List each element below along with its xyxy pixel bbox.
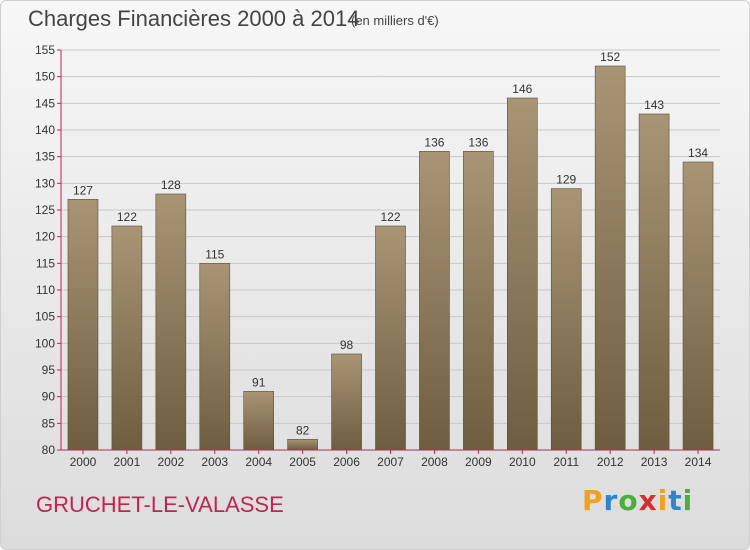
y-tick-label: 130 (35, 176, 55, 190)
y-axis-ticks: 80 85 90 95 100 105 110 115 120 125 130 135 140 145 15… (35, 43, 61, 457)
y-tick-label: 150 (35, 70, 55, 84)
data-label-2001: 122 (117, 210, 137, 224)
logo-letter: i (657, 484, 669, 517)
bar-2003[interactable] (199, 263, 231, 451)
data-label-2002: 128 (161, 178, 181, 192)
data-label-2006: 98 (340, 338, 354, 352)
data-labels: 127 122 128 115 91 82 98 122 136 136 146 129 152 143 1… (73, 50, 708, 437)
y-tick-label: 140 (35, 123, 55, 137)
y-tick-label: 85 (42, 416, 56, 430)
data-label-2005: 82 (296, 423, 310, 437)
x-tick-label: 2011 (553, 455, 579, 469)
y-tick-label: 90 (42, 390, 56, 404)
y-tick-label: 120 (35, 230, 55, 244)
x-axis-ticks: 2000 2001 2002 2003 2004 2005 2006 2007 2008 2009… (70, 450, 712, 469)
logo-letter: x (638, 484, 658, 517)
data-label-2009: 136 (468, 135, 488, 149)
x-tick-label: 2003 (201, 455, 228, 469)
x-tick-label: 2001 (114, 455, 141, 469)
bars (67, 65, 714, 451)
y-tick-label: 100 (35, 336, 55, 350)
logo-letter: t (668, 484, 683, 517)
chart-subtitle: (en milliers d'€) (351, 13, 439, 28)
proxiti-logo[interactable]: Proxiti (582, 484, 693, 517)
bar-2008[interactable] (419, 151, 450, 451)
bar-2005[interactable] (287, 439, 318, 451)
y-tick-label: 80 (42, 443, 56, 457)
x-tick-label: 2009 (465, 455, 492, 469)
y-tick-label: 110 (36, 283, 55, 297)
bar-2009[interactable] (463, 151, 494, 451)
x-tick-label: 2014 (685, 455, 712, 469)
place-name: GRUCHET-LE-VALASSE (36, 492, 284, 517)
y-tick-label: 95 (42, 363, 56, 377)
bar-2007[interactable] (375, 225, 406, 451)
data-label-2008: 136 (424, 135, 444, 149)
x-tick-label: 2013 (641, 455, 668, 469)
data-label-2011: 129 (556, 173, 576, 187)
bar-2001[interactable] (111, 225, 143, 451)
y-tick-label: 145 (35, 96, 55, 110)
data-label-2007: 122 (380, 210, 400, 224)
x-tick-label: 2005 (289, 455, 316, 469)
x-tick-label: 2010 (509, 455, 536, 469)
x-tick-label: 2008 (421, 455, 448, 469)
data-label-2003: 115 (205, 247, 224, 261)
y-tick-label: 125 (35, 203, 55, 217)
x-tick-label: 2000 (70, 455, 97, 469)
x-tick-label: 2007 (377, 455, 404, 469)
bar-2013[interactable] (638, 113, 670, 451)
data-label-2013: 143 (644, 98, 664, 112)
data-label-2004: 91 (252, 375, 266, 389)
data-label-2010: 146 (512, 82, 532, 96)
logo-letter: o (618, 484, 639, 517)
bar-2002[interactable] (155, 193, 187, 451)
y-tick-label: 115 (36, 256, 55, 270)
bar-2010[interactable] (506, 97, 538, 451)
y-tick-label: 135 (35, 150, 55, 164)
chart-title: Charges Financières 2000 à 2014 (28, 6, 360, 31)
y-tick-label: 155 (35, 43, 55, 57)
logo-letter: r (603, 484, 619, 517)
bar-2011[interactable] (550, 188, 582, 451)
x-tick-label: 2006 (333, 455, 360, 469)
bar-2004[interactable] (243, 391, 274, 451)
bar-2006[interactable] (331, 353, 362, 451)
bar-2000[interactable] (67, 199, 99, 451)
x-tick-label: 2012 (597, 455, 624, 469)
y-tick-label: 105 (35, 310, 55, 324)
data-label-2014: 134 (688, 146, 708, 160)
x-tick-label: 2002 (157, 455, 184, 469)
logo-letter: i (682, 484, 694, 517)
logo-letter: P (582, 484, 604, 517)
x-tick-label: 2004 (245, 455, 272, 469)
bar-2014[interactable] (682, 161, 714, 451)
bar-2012[interactable] (594, 65, 626, 451)
data-label-2012: 152 (600, 50, 620, 64)
data-label-2000: 127 (73, 183, 93, 197)
